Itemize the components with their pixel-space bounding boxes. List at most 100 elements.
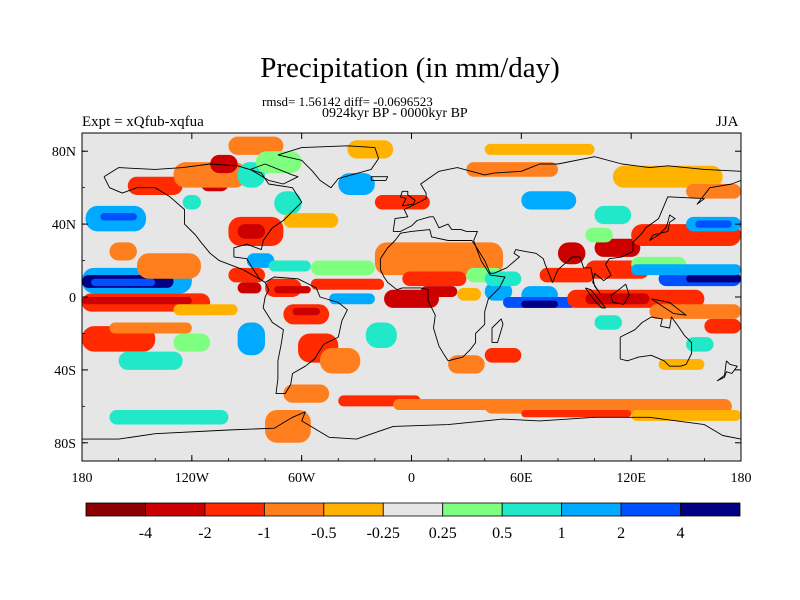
- colorbar-swatch: [85, 502, 146, 517]
- coastline-north-america: [103, 163, 303, 283]
- field-region: [631, 409, 741, 421]
- y-tick-label: 40S: [54, 364, 76, 379]
- colorbar-level-label: 4: [677, 525, 685, 542]
- field-region: [310, 278, 385, 290]
- coastline-japan: [649, 214, 676, 241]
- coastline-uk: [400, 190, 416, 207]
- y-tick-label: 80S: [54, 437, 76, 452]
- colorbar-swatch: [323, 502, 384, 517]
- x-tick-label: 60W: [288, 471, 316, 486]
- coastline-south-america: [262, 276, 348, 395]
- field-region: [448, 355, 485, 374]
- colorbar-level-label: 2: [617, 525, 625, 542]
- field-region: [228, 136, 284, 155]
- colorbar-swatch: [204, 502, 265, 517]
- field-region: [109, 242, 137, 261]
- x-tick-label: 120W: [175, 471, 210, 486]
- colorbar-level-label: 0.5: [492, 525, 512, 542]
- y-tick-label: 80N: [52, 145, 76, 160]
- field-region: [118, 351, 183, 370]
- colorbar-swatch: [382, 502, 444, 517]
- field-region: [283, 213, 339, 228]
- y-axis: 80N 40N 0 40S 80S: [52, 145, 741, 452]
- field-region: [246, 253, 275, 268]
- colorbar-swatch: [680, 502, 741, 517]
- colorbar-level-label: -4: [139, 525, 152, 542]
- x-tick-label: 0: [408, 471, 415, 486]
- field-region: [338, 173, 375, 195]
- coastline-new-zealand: [716, 360, 738, 382]
- field-region: [347, 140, 394, 159]
- field-region: [686, 184, 741, 199]
- colorbar-level-label: -2: [198, 525, 211, 542]
- x-axis: 180 120W 60W 0 60E 120E 180: [72, 133, 752, 486]
- field-region: [649, 304, 741, 319]
- colorbar-level-label: -0.5: [311, 525, 336, 542]
- y-tick-label: 0: [69, 291, 76, 306]
- field-region: [109, 322, 192, 334]
- field-region: [136, 253, 201, 279]
- season-label: JJA: [716, 114, 739, 130]
- field-region: [631, 264, 741, 276]
- field-region: [365, 322, 397, 349]
- colorbar-swatch: [501, 502, 563, 517]
- field-region: [539, 267, 595, 283]
- field-region: [521, 191, 577, 210]
- colorbar-swatch: [263, 502, 325, 517]
- coastline-iceland: [370, 176, 389, 181]
- x-tick-label: 180: [731, 471, 752, 486]
- colorbar-level-label: 1: [558, 525, 566, 542]
- field-region: [585, 227, 613, 243]
- field-region: [457, 287, 482, 301]
- field-region: [237, 282, 262, 294]
- field-region: [173, 333, 211, 352]
- field-region: [521, 300, 558, 308]
- coastline-greenland: [277, 145, 380, 189]
- field-region: [594, 315, 623, 330]
- coastlines: [82, 145, 741, 440]
- coastline-borneo: [610, 283, 630, 305]
- y-tick-label: 40N: [52, 218, 76, 233]
- colorbar-swatch: [442, 502, 503, 517]
- coastline-baffin: [249, 163, 299, 185]
- field-region: [292, 307, 320, 316]
- field-region: [557, 242, 586, 265]
- coastline-antarctica: [82, 411, 741, 440]
- field-region: [658, 358, 705, 370]
- field-region: [374, 194, 430, 210]
- field-region: [374, 242, 504, 276]
- field-region: [255, 151, 302, 174]
- field-region: [484, 143, 595, 155]
- precipitation-field: [82, 133, 741, 461]
- field-region: [91, 278, 156, 287]
- field-region: [265, 409, 311, 443]
- field-region: [228, 267, 266, 283]
- field-region: [612, 165, 723, 188]
- field-region: [182, 194, 201, 210]
- field-region: [594, 238, 641, 257]
- coastline-eurasia: [392, 156, 741, 294]
- field-region: [594, 205, 632, 225]
- field-region: [173, 304, 238, 316]
- colorbar-swatch: [561, 502, 622, 517]
- chart-title: Precipitation (in mm/day): [260, 52, 560, 84]
- field-region: [484, 348, 522, 363]
- colorbar-level-label: 0.25: [429, 525, 457, 542]
- field-region: [100, 213, 137, 221]
- stats-line: rmsd= 1.56142 diff= -0.0696523: [262, 94, 433, 109]
- coastline-australia: [619, 316, 693, 367]
- field-region: [319, 348, 361, 374]
- colorbar-swatch: [620, 502, 681, 517]
- coastline-new-guinea: [651, 298, 687, 316]
- field-region: [686, 337, 714, 352]
- field-region: [268, 260, 311, 272]
- coastline-madagascar: [491, 318, 504, 344]
- field-region: [210, 154, 238, 174]
- colorbar-level-label: -1: [258, 525, 271, 542]
- field-region: [704, 318, 741, 334]
- field-region: [237, 322, 266, 356]
- field-region: [310, 260, 375, 276]
- coastline-sumatra: [585, 287, 606, 309]
- field-region: [329, 293, 375, 305]
- field-region: [695, 220, 732, 228]
